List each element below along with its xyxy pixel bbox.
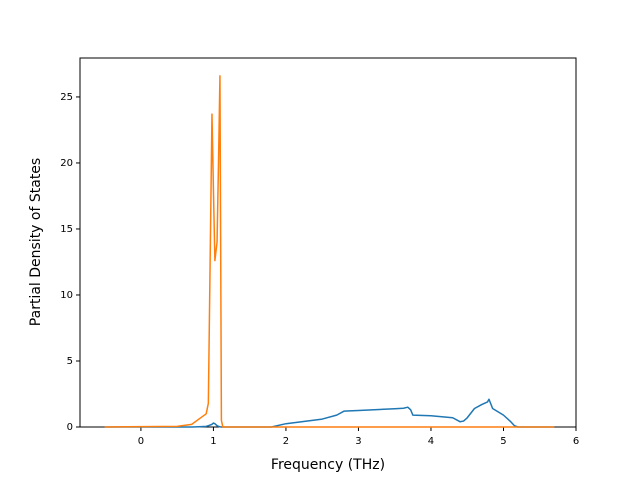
y-tick-label: 20 xyxy=(60,158,73,169)
x-tick-label: 6 xyxy=(573,436,579,447)
y-tick-label: 0 xyxy=(67,422,73,433)
series-line xyxy=(104,75,555,428)
y-tick-label: 15 xyxy=(60,224,73,235)
x-tick-label: 4 xyxy=(428,436,434,447)
series-line xyxy=(104,398,555,428)
y-tick-label: 25 xyxy=(60,92,73,103)
plot-frame xyxy=(79,57,577,428)
y-axis-label: Partial Density of States xyxy=(28,158,44,326)
x-tick-label: 2 xyxy=(283,436,289,447)
y-tick-label: 5 xyxy=(67,356,73,367)
x-axis-label: Frequency (THz) xyxy=(271,457,385,473)
y-tick-label: 10 xyxy=(60,290,73,301)
x-tick-label: 1 xyxy=(210,436,216,447)
x-tick-label: 5 xyxy=(500,436,506,447)
x-tick-label: 3 xyxy=(355,436,361,447)
x-tick-label: 0 xyxy=(138,436,144,447)
